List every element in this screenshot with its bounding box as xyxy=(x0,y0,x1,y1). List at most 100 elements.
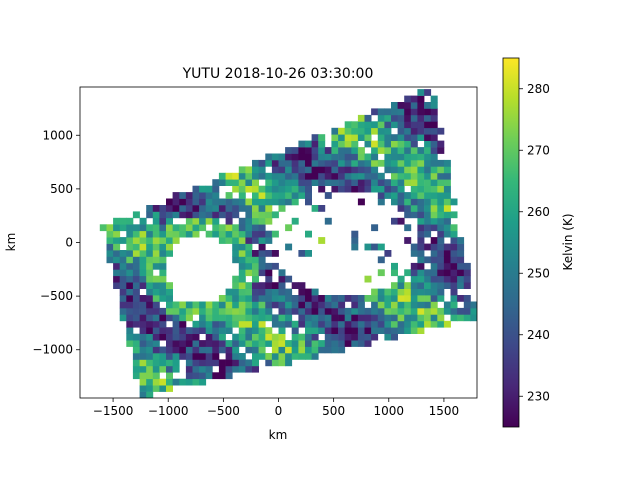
heatmap-cell xyxy=(192,359,200,367)
heatmap-cell xyxy=(258,282,266,289)
heatmap-cell xyxy=(139,230,147,238)
heatmap-cell xyxy=(318,179,326,186)
heatmap-cell xyxy=(271,211,279,219)
heatmap-cell xyxy=(113,237,121,244)
heatmap-cell xyxy=(205,353,213,360)
heatmap-cell xyxy=(252,237,259,244)
heatmap-cell xyxy=(238,340,246,347)
heatmap-cell xyxy=(364,185,372,193)
heatmap-cell xyxy=(437,282,445,289)
heatmap-cell xyxy=(404,102,412,109)
heatmap-cell xyxy=(159,365,167,373)
heatmap-cell xyxy=(252,217,259,225)
heatmap-cell xyxy=(152,275,160,283)
heatmap-cell xyxy=(357,147,365,154)
heatmap-cell xyxy=(245,301,253,309)
heatmap-cell xyxy=(179,307,187,315)
heatmap-cell xyxy=(391,153,398,161)
heatmap-cell xyxy=(430,140,438,148)
y-tick-label: 0 xyxy=(65,236,73,250)
heatmap-cell xyxy=(324,166,332,174)
colorbar-tick-label: 230 xyxy=(527,389,550,403)
heatmap-cell xyxy=(278,205,286,212)
heatmap-cell xyxy=(172,340,180,347)
heatmap-cell xyxy=(410,211,418,219)
heatmap-cell xyxy=(225,340,233,347)
heatmap-cell xyxy=(185,217,193,225)
heatmap-cell xyxy=(192,372,200,380)
heatmap-cell xyxy=(159,262,167,270)
heatmap-cell xyxy=(232,250,240,257)
heatmap-cell xyxy=(311,353,319,360)
heatmap-cell xyxy=(146,237,154,244)
heatmap-cell xyxy=(166,385,173,392)
heatmap-cell xyxy=(185,353,193,360)
heatmap-cell xyxy=(417,185,425,193)
heatmap-cell xyxy=(245,269,253,277)
heatmap-cell xyxy=(384,185,392,193)
heatmap-cell xyxy=(450,282,458,289)
heatmap-cell xyxy=(437,243,445,251)
heatmap-cell xyxy=(205,346,213,354)
heatmap-cell xyxy=(252,262,259,270)
heatmap-cell xyxy=(305,320,312,328)
heatmap-cell xyxy=(225,205,233,212)
heatmap-cell xyxy=(410,269,418,277)
heatmap-cell xyxy=(298,346,306,354)
heatmap-cell xyxy=(443,192,451,199)
heatmap-cell xyxy=(410,185,418,193)
heatmap-cell xyxy=(166,224,173,232)
heatmap-cell xyxy=(238,269,246,277)
heatmap-cell xyxy=(285,301,293,309)
heatmap-cell xyxy=(132,372,140,380)
heatmap-cell xyxy=(159,230,167,238)
heatmap-cell xyxy=(424,102,432,109)
heatmap-cell xyxy=(351,185,359,193)
heatmap-cell xyxy=(404,166,412,174)
heatmap-cell xyxy=(146,288,154,296)
heatmap-cell xyxy=(424,243,432,251)
heatmap-cell xyxy=(377,320,385,328)
heatmap-cell xyxy=(404,159,412,167)
heatmap-cell xyxy=(351,333,359,341)
heatmap-cell xyxy=(344,147,352,154)
heatmap-cell xyxy=(430,217,438,225)
heatmap-cell xyxy=(437,147,445,154)
heatmap-cell xyxy=(391,198,398,206)
heatmap-cell xyxy=(218,237,226,244)
heatmap-cell xyxy=(278,198,286,206)
heatmap-cell xyxy=(192,340,200,347)
heatmap-cell xyxy=(199,307,207,315)
heatmap-cell xyxy=(252,346,259,354)
heatmap-cell xyxy=(212,211,220,219)
heatmap-cell xyxy=(265,159,273,167)
heatmap-cell xyxy=(430,192,438,199)
heatmap-cell xyxy=(139,282,147,289)
heatmap-cell xyxy=(159,243,167,251)
heatmap-cell xyxy=(271,159,279,167)
heatmap-cell xyxy=(377,121,385,129)
heatmap-cell xyxy=(377,159,385,167)
heatmap-cell xyxy=(278,353,286,360)
heatmap-cell xyxy=(291,217,299,225)
heatmap-cell xyxy=(338,320,346,328)
heatmap-cell xyxy=(185,340,193,347)
heatmap-cell xyxy=(245,327,253,334)
heatmap-cell xyxy=(271,288,279,296)
heatmap-cell xyxy=(410,243,418,251)
heatmap-cell xyxy=(278,179,286,186)
heatmap-cell xyxy=(338,166,346,174)
heatmap-cell xyxy=(245,340,253,347)
heatmap-cell xyxy=(271,192,279,199)
heatmap-cell xyxy=(225,353,233,360)
heatmap-cell xyxy=(463,295,471,302)
heatmap-cell xyxy=(245,224,253,232)
heatmap-cell xyxy=(331,307,339,315)
heatmap-cell xyxy=(113,282,121,289)
heatmap-cell xyxy=(437,179,445,186)
heatmap-cell xyxy=(311,140,319,148)
heatmap-cell xyxy=(377,127,385,135)
heatmap-cell xyxy=(126,230,134,238)
heatmap-cell xyxy=(430,224,438,232)
heatmap-cell xyxy=(285,340,293,347)
